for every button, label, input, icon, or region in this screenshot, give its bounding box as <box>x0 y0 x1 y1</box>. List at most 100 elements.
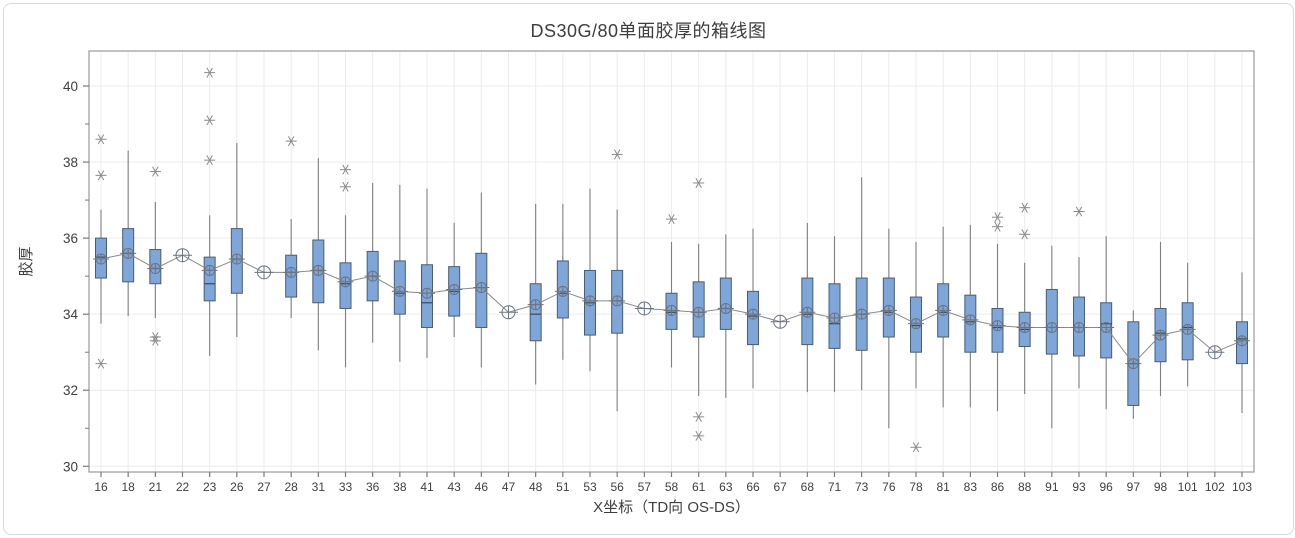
x-tick-label: 98 <box>1154 480 1168 494</box>
mean-marker-33 <box>337 276 354 288</box>
mean-marker-21 <box>147 263 164 275</box>
mean-marker-41 <box>419 287 435 299</box>
box-61 <box>692 243 705 396</box>
box-23 <box>203 215 216 357</box>
x-tick-label: 102 <box>1205 480 1225 494</box>
box-78 <box>910 241 922 389</box>
box-26 <box>230 143 243 337</box>
outlier-marker <box>204 155 216 166</box>
box-16 <box>95 209 107 324</box>
x-tick-label: 41 <box>420 480 434 494</box>
box-73 <box>855 177 868 391</box>
mean-marker-53 <box>582 295 598 307</box>
outlier-marker <box>992 221 1003 232</box>
mean-marker-78 <box>908 318 924 330</box>
x-tick-label: 53 <box>583 480 597 494</box>
mean-marker-98 <box>1152 329 1169 341</box>
x-tick-label: 31 <box>312 480 326 494</box>
outlier-marker <box>693 177 705 188</box>
x-tick-label: 93 <box>1072 480 1086 494</box>
y-tick-label: 38 <box>63 155 78 170</box>
outlier-marker <box>95 170 107 181</box>
x-tick-label: 86 <box>991 480 1005 494</box>
x-axis-label: X坐标（TD向 OS-DS） <box>593 499 750 516</box>
x-tick-label: 66 <box>746 480 760 494</box>
x-tick-label: 51 <box>556 480 570 494</box>
mean-marker-93 <box>1071 321 1087 333</box>
x-tick-label: 103 <box>1232 480 1252 494</box>
mean-marker-56 <box>609 295 626 307</box>
mean-marker-97 <box>1125 358 1142 370</box>
outlier-marker <box>340 181 351 192</box>
mean-marker-102 <box>1205 345 1225 360</box>
mean-marker-83 <box>962 314 979 326</box>
mean-marker-86 <box>989 320 1006 332</box>
mean-marker-96 <box>1098 321 1115 333</box>
mean-marker-63 <box>717 302 734 314</box>
mean-marker-26 <box>228 253 245 265</box>
outlier-marker <box>149 331 161 343</box>
chart-title: DS30G/80单面胶厚的箱线图 <box>530 21 767 41</box>
mean-marker-103 <box>1234 335 1250 347</box>
y-tick-label: 36 <box>63 231 78 246</box>
mean-marker-22 <box>173 248 192 263</box>
box-76 <box>882 228 895 429</box>
x-tick-label: 47 <box>502 480 516 494</box>
box-98 <box>1154 241 1167 396</box>
outlier-marker <box>95 358 107 369</box>
outlier-marker <box>910 442 922 453</box>
x-axis: 16 18 21 22 23 26 27 28 31 33 36 38 41 43 46 47 48 51 53 56… <box>94 472 1252 494</box>
x-tick-label: 27 <box>257 480 271 494</box>
x-tick-label: 83 <box>964 480 978 494</box>
x-tick-label: 97 <box>1127 480 1141 494</box>
x-tick-label: 16 <box>94 480 108 494</box>
mean-marker-31 <box>310 264 327 276</box>
x-tick-label: 33 <box>339 480 353 494</box>
box-63 <box>719 234 732 398</box>
mean-marker-58 <box>663 304 680 316</box>
mean-marker-46 <box>473 282 490 294</box>
outlier-marker <box>693 430 705 441</box>
x-tick-label: 43 <box>447 480 461 494</box>
mean-marker-27 <box>254 265 274 280</box>
box-56 <box>611 209 624 412</box>
mean-marker-71 <box>826 312 843 324</box>
chart-card: DS30G/80单面胶厚的箱线图 30 32 34 36 38 40 16 18 21 22 23 2… <box>3 3 1294 535</box>
mean-marker-16 <box>93 253 109 265</box>
y-axis: 30 32 34 36 38 40 <box>63 79 89 474</box>
x-tick-label: 73 <box>855 480 869 494</box>
box-38 <box>393 184 406 362</box>
x-tick-label: 63 <box>719 480 733 494</box>
mean-marker-67 <box>770 314 790 329</box>
x-tick-label: 71 <box>828 480 842 494</box>
x-tick-label: 28 <box>284 480 298 494</box>
box-51 <box>556 203 569 360</box>
box-43 <box>448 222 461 337</box>
mean-marker-48 <box>527 299 544 311</box>
x-tick-label: 76 <box>882 480 896 494</box>
mean-marker-51 <box>554 285 571 297</box>
box-48 <box>529 203 542 385</box>
x-tick-label: 58 <box>665 480 679 494</box>
x-tick-label: 22 <box>176 480 190 494</box>
x-tick-label: 57 <box>638 480 652 494</box>
mean-marker-101 <box>1179 323 1196 335</box>
y-axis-label: 胶厚 <box>18 246 35 276</box>
outlier-marker <box>611 149 623 160</box>
box-58 <box>665 241 678 368</box>
mean-marker-18 <box>120 247 137 259</box>
mean-markers <box>93 247 1250 370</box>
box-46 <box>475 192 488 368</box>
x-tick-label: 67 <box>773 480 787 494</box>
box-66 <box>747 228 759 389</box>
outlier-marker <box>285 136 297 147</box>
mean-marker-36 <box>364 270 381 282</box>
mean-marker-43 <box>446 283 463 295</box>
x-tick-label: 48 <box>529 480 543 494</box>
x-tick-label: 36 <box>366 480 380 494</box>
box-21 <box>149 201 162 318</box>
y-tick-label: 34 <box>63 307 79 322</box>
x-tick-label: 68 <box>801 480 815 494</box>
mean-marker-57 <box>634 301 654 316</box>
x-tick-label: 91 <box>1045 480 1059 494</box>
